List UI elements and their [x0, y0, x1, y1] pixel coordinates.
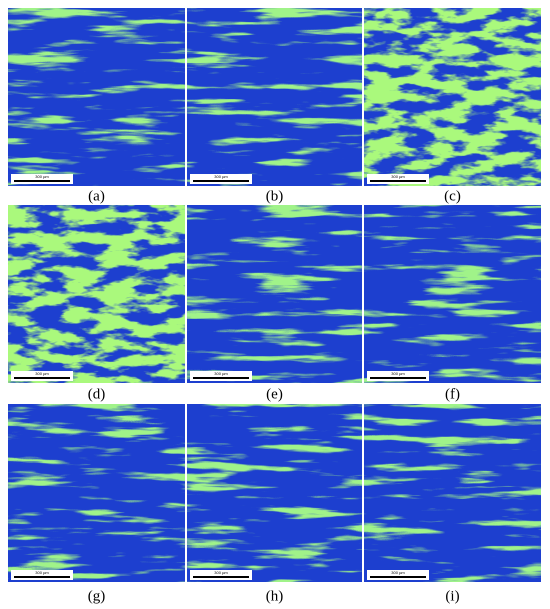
micrograph-phase: [187, 8, 362, 186]
panel-label: (g): [88, 588, 106, 604]
scale-bar: [14, 180, 70, 182]
scale-bar-label: 300 µm: [391, 174, 405, 179]
scale-bar: [14, 377, 70, 379]
panel: 300 µm (g): [8, 404, 185, 604]
scale-bar-label: 300 µm: [214, 570, 228, 575]
panel: 300 µm (b): [187, 8, 362, 204]
micrograph-phase: [364, 8, 541, 186]
panel-label: (c): [444, 188, 461, 204]
panel-label: (e): [266, 386, 283, 402]
micrograph-phase: [8, 205, 185, 383]
scale-bar: [370, 576, 426, 578]
micrograph-phase: [8, 8, 185, 186]
panel: 300 µm (d): [8, 205, 185, 402]
scale-bar-label: 300 µm: [391, 371, 405, 376]
scale-bar: [14, 576, 70, 578]
micrograph-phase: [364, 404, 541, 582]
scale-bar-box: [190, 371, 252, 381]
scale-bar-label: 300 µm: [35, 371, 49, 376]
panel: 300 µm (i): [364, 404, 541, 604]
panel-label: (b): [266, 188, 284, 204]
scale-bar-label: 300 µm: [35, 174, 49, 179]
scale-bar-box: [367, 570, 429, 580]
scale-bar-box: [190, 570, 252, 580]
panel: 300 µm (e): [187, 205, 362, 402]
scale-bar-label: 300 µm: [391, 570, 405, 575]
scale-bar: [370, 180, 426, 182]
scale-bar-label: 300 µm: [35, 570, 49, 575]
panel: 300 µm (h): [187, 404, 362, 604]
panel: 300 µm (a): [8, 8, 185, 204]
scale-bar: [193, 576, 249, 578]
scale-bar: [193, 377, 249, 379]
panel: 300 µm (c): [364, 8, 541, 204]
panel-label: (f): [445, 386, 460, 402]
scale-bar: [370, 377, 426, 379]
scale-bar-label: 300 µm: [214, 371, 228, 376]
scale-bar-box: [367, 174, 429, 184]
micrograph-phase: [187, 205, 362, 383]
scale-bar-box: [367, 371, 429, 381]
panel-label: (a): [88, 188, 105, 204]
micrograph-phase: [364, 205, 541, 383]
micrograph-phase: [8, 404, 185, 582]
micrograph-phase: [187, 404, 362, 582]
scale-bar-box: [190, 174, 252, 184]
panel-label: (i): [445, 588, 459, 604]
scale-bar-label: 300 µm: [214, 174, 228, 179]
panel-label: (d): [88, 386, 106, 402]
scale-bar-box: [11, 371, 73, 381]
panel: 300 µm (f): [364, 205, 541, 402]
panel-label: (h): [266, 588, 284, 604]
scale-bar: [193, 180, 249, 182]
scale-bar-box: [11, 570, 73, 580]
scale-bar-box: [11, 174, 73, 184]
